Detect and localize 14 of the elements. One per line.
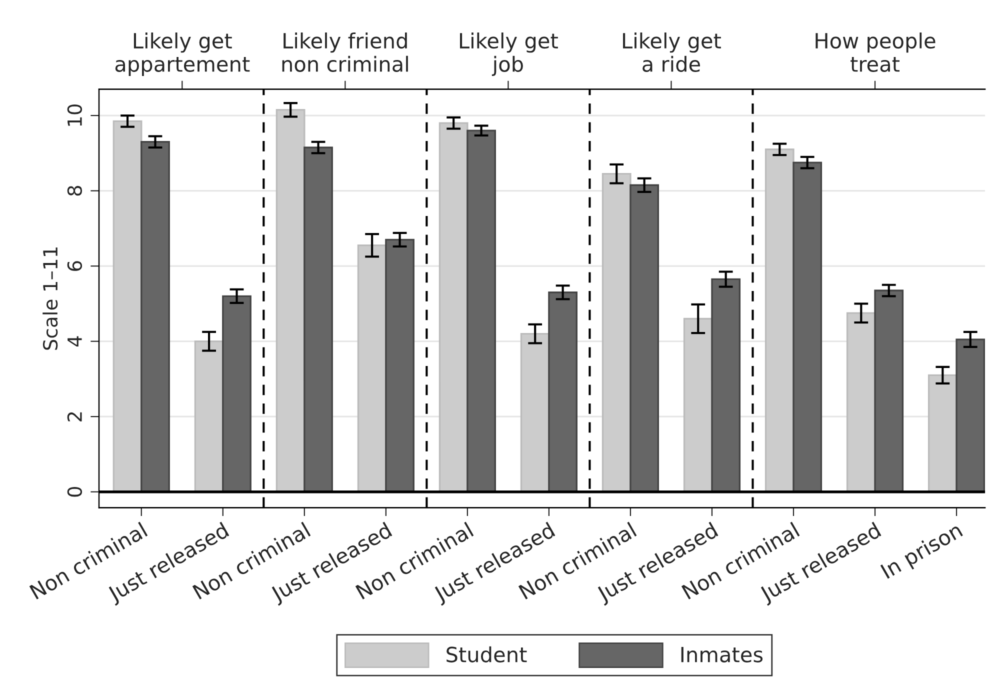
y-tick-label: 4 (68, 336, 82, 347)
y-tick-label: 0 (67, 486, 82, 497)
legend-label: Inmates (681, 646, 763, 662)
text: Likely friend non criminal (282, 32, 408, 72)
y-axis-title: Scale 1–11 (42, 248, 58, 350)
text: Likely get a ride (623, 32, 721, 72)
y-tick-label: 8 (67, 186, 82, 196)
y-tick-label: 2 (67, 412, 82, 422)
text: How people treat (816, 32, 936, 72)
y-tick-label: 6 (67, 261, 82, 271)
text: Likely get job (460, 32, 558, 76)
text: Likely get appartement (115, 32, 250, 76)
y-tick-label: 10 (67, 104, 82, 126)
legend-label: Student (446, 646, 527, 662)
